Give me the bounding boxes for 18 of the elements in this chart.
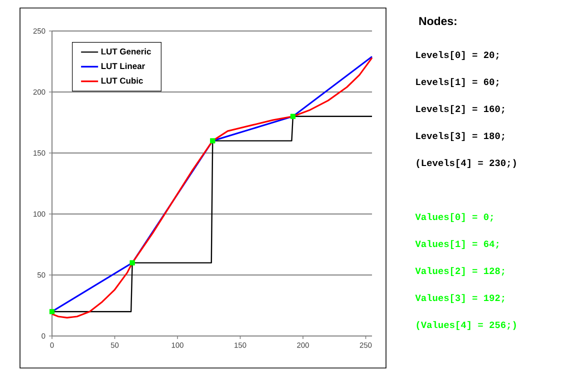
point: [49, 309, 55, 314]
legend-label: LUT Generic: [101, 48, 151, 54]
legend-label: LUT Linear: [101, 62, 145, 70]
point: [130, 260, 135, 266]
legend-label: LUT Cubic: [101, 77, 143, 84]
text: Levels[0] = 20;: [416, 51, 498, 60]
text: Nodes:: [419, 16, 456, 26]
text: Levels[1] = 60;: [416, 78, 498, 87]
point: [290, 114, 296, 119]
text: Values[0] = 0;: [415, 213, 493, 222]
text: Levels[3] = 180;: [416, 132, 504, 141]
text: Values[2] = 128;: [415, 267, 504, 276]
point: [210, 138, 216, 144]
text: Levels[2] = 160;: [416, 105, 504, 114]
text: (Values[4] = 256;): [416, 321, 516, 330]
text: Values[1] = 64;: [415, 240, 498, 249]
text: Values[3] = 192;: [415, 294, 504, 303]
text: (Levels[4] = 230;): [416, 159, 516, 168]
